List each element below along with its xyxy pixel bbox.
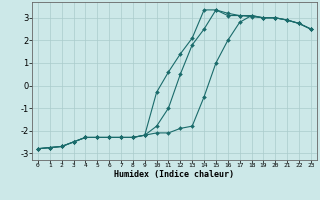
X-axis label: Humidex (Indice chaleur): Humidex (Indice chaleur) xyxy=(115,170,234,179)
